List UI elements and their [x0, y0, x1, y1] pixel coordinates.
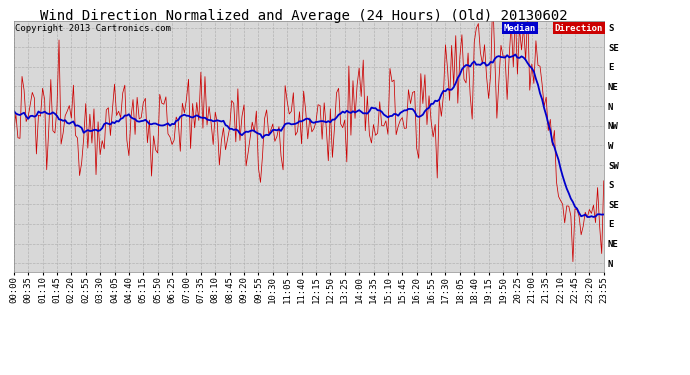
Text: Median: Median	[504, 24, 535, 33]
Text: Wind Direction Normalized and Average (24 Hours) (Old) 20130602: Wind Direction Normalized and Average (2…	[40, 9, 567, 23]
Text: Copyright 2013 Cartronics.com: Copyright 2013 Cartronics.com	[15, 24, 171, 33]
Text: Direction: Direction	[555, 24, 603, 33]
